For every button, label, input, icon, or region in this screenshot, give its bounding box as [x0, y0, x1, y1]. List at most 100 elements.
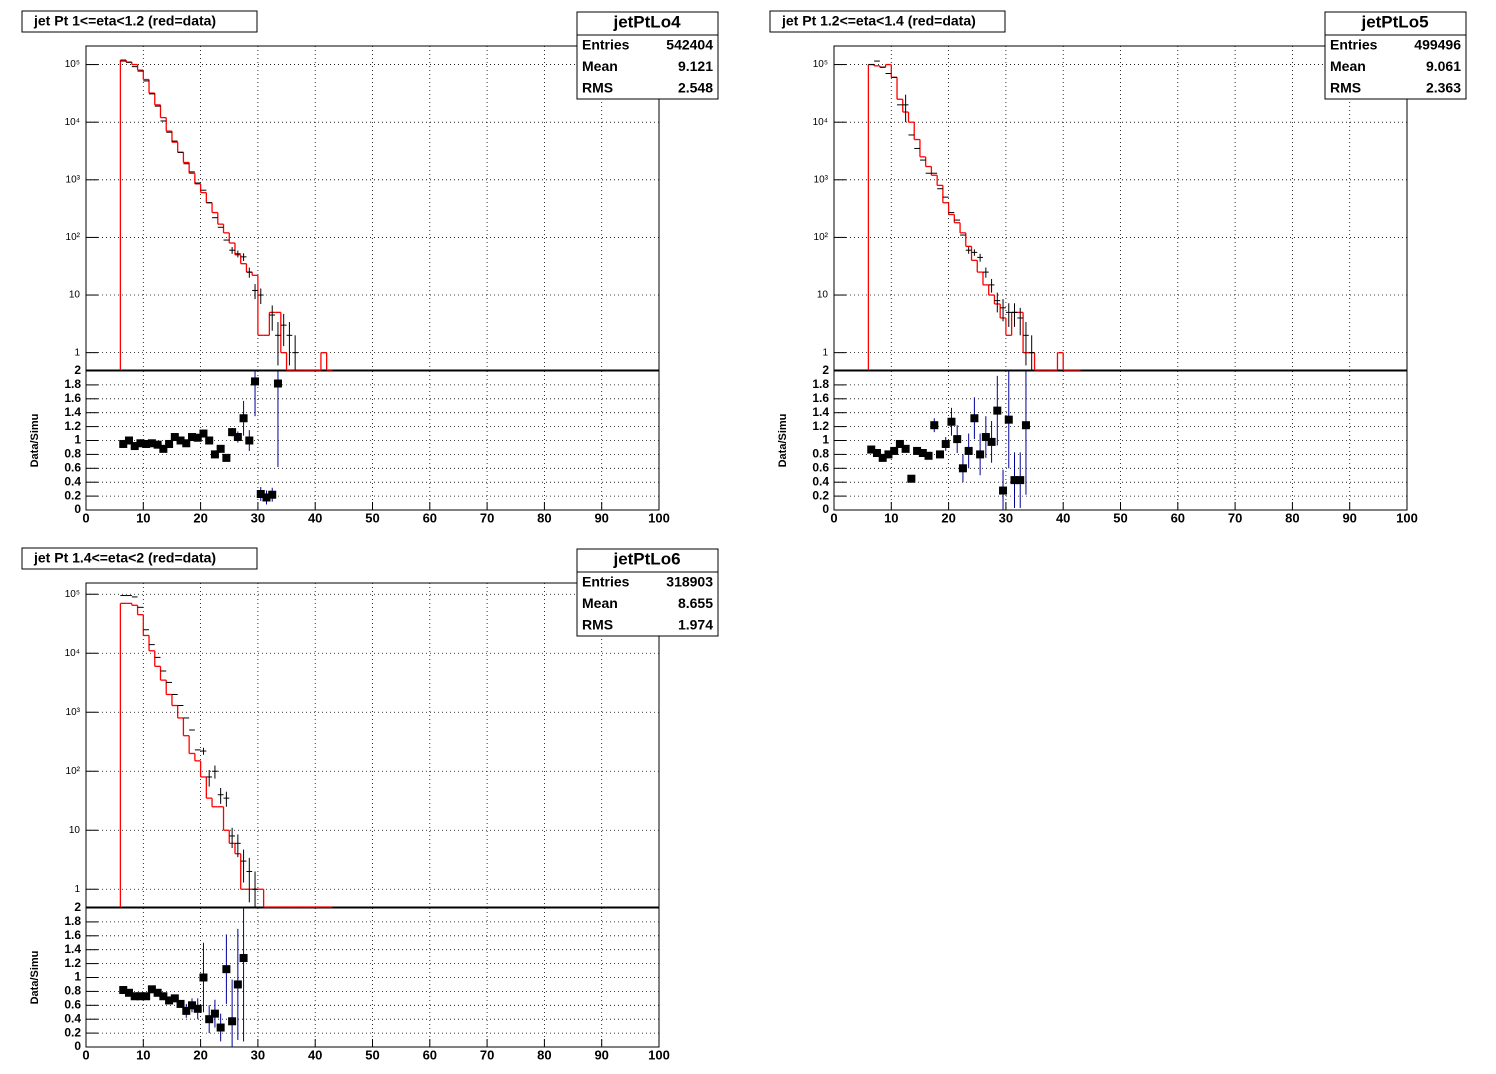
stats-value: 318903 — [666, 574, 713, 590]
ratio-point — [130, 442, 139, 451]
ratio-point — [147, 985, 156, 994]
ratio-point — [890, 446, 899, 455]
ratio-point — [901, 444, 910, 453]
y-tick-label: 10 — [817, 290, 829, 301]
stats-name: jetPtLo4 — [612, 12, 681, 31]
ratio-point — [239, 414, 248, 423]
y-tick-label: 10³ — [66, 174, 81, 185]
ratio-point — [130, 992, 139, 1001]
stats-value: 9.061 — [1426, 58, 1461, 74]
chart-title: jet Pt 1.4<=eta<2 (red=data) — [33, 550, 216, 566]
y-tick-label: 0.4 — [812, 474, 829, 488]
stats-value: 542404 — [666, 37, 713, 53]
ratio-point — [867, 445, 876, 454]
y-tick-label: 2 — [822, 363, 829, 377]
ratio-point — [907, 474, 916, 483]
plot-frame — [85, 45, 660, 371]
ratio-point — [268, 490, 277, 499]
x-tick-label: 70 — [480, 1047, 494, 1062]
x-tick-label: 50 — [365, 1047, 379, 1062]
ratio-point — [205, 436, 214, 445]
chart-title: jet Pt 1<=eta<1.2 (red=data) — [33, 13, 216, 29]
ratio-point — [993, 406, 1002, 415]
y-tick-label: 0.8 — [64, 984, 81, 998]
stats-name: jetPtLo6 — [612, 549, 680, 568]
y-tick-label: 1 — [822, 433, 829, 447]
x-tick-label: 80 — [1285, 510, 1299, 525]
y-tick-label: 10⁴ — [813, 117, 828, 128]
y-tick-label: 0 — [822, 502, 829, 516]
stats-label: Entries — [582, 574, 630, 590]
ratio-point — [193, 433, 202, 442]
ratio-point — [228, 428, 237, 437]
ratio-point — [947, 417, 956, 426]
x-tick-label: 80 — [537, 1047, 551, 1062]
ratio-point — [930, 421, 939, 430]
ratio-point — [233, 980, 242, 989]
y-tick-label: 0.4 — [64, 1011, 81, 1025]
ratio-frame — [833, 370, 1408, 511]
ratio-point — [1004, 415, 1013, 424]
y-tick-label: 0 — [74, 1039, 81, 1053]
x-tick-label: 60 — [423, 1047, 437, 1062]
ratio-point — [136, 439, 145, 448]
ratio-point — [119, 439, 128, 448]
ratio-point — [228, 1017, 237, 1026]
ratio-point — [153, 988, 162, 997]
x-tick-label: 50 — [365, 510, 379, 525]
stats-value: 9.121 — [678, 58, 713, 74]
stats-label: Mean — [1330, 58, 1366, 74]
x-tick-label: 80 — [537, 510, 551, 525]
title-box — [21, 547, 258, 570]
ratio-point — [159, 444, 168, 453]
y-tick-label: 1.6 — [64, 391, 81, 405]
ratio-point — [153, 440, 162, 449]
x-tick-label: 100 — [648, 510, 670, 525]
x-tick-label: 60 — [423, 510, 437, 525]
stats-label: Mean — [582, 58, 618, 74]
y-tick-label: 0.2 — [64, 488, 81, 502]
plot-frame — [833, 45, 1408, 371]
ratio-point — [199, 429, 208, 438]
y-tick-label: 1 — [74, 970, 81, 984]
ratio-point — [872, 449, 881, 458]
ratio-point — [233, 433, 242, 442]
stats-label: Entries — [582, 37, 630, 53]
ratio-point — [941, 439, 950, 448]
y-axis-label: Data/Simu — [777, 414, 789, 468]
y-tick-label: 0.8 — [812, 447, 829, 461]
stats-value: 2.548 — [678, 80, 713, 96]
ratio-point — [999, 486, 1008, 495]
y-tick-label: 1.8 — [64, 377, 81, 391]
ratio-point — [964, 446, 973, 455]
y-tick-label: 0.8 — [64, 447, 81, 461]
y-tick-label: 1.4 — [64, 942, 81, 956]
y-tick-label: 10² — [66, 766, 81, 777]
ratio-point — [918, 449, 927, 458]
stats-value: 499496 — [1414, 37, 1461, 53]
ratio-point — [159, 992, 168, 1001]
ratio-point — [188, 1001, 197, 1010]
x-tick-label: 40 — [308, 1047, 322, 1062]
x-tick-label: 90 — [594, 1047, 608, 1062]
x-tick-label: 100 — [648, 1047, 670, 1062]
ratio-point — [176, 436, 185, 445]
y-tick-label: 1 — [74, 347, 80, 358]
x-tick-label: 100 — [1396, 510, 1418, 525]
ratio-point — [981, 433, 990, 442]
y-tick-label: 1.8 — [64, 914, 81, 928]
y-tick-label: 0.2 — [812, 488, 829, 502]
y-tick-label: 0.2 — [64, 1025, 81, 1039]
ratio-point — [256, 490, 265, 499]
y-tick-label: 2 — [74, 900, 81, 914]
ratio-point — [1021, 421, 1030, 430]
x-tick-label: 30 — [251, 1047, 265, 1062]
ratio-point — [142, 992, 151, 1001]
ratio-point — [1010, 476, 1019, 485]
y-tick-label: 10 — [69, 290, 81, 301]
title-box — [21, 10, 258, 33]
x-tick-label: 40 — [1056, 510, 1070, 525]
x-tick-label: 0 — [830, 510, 837, 525]
